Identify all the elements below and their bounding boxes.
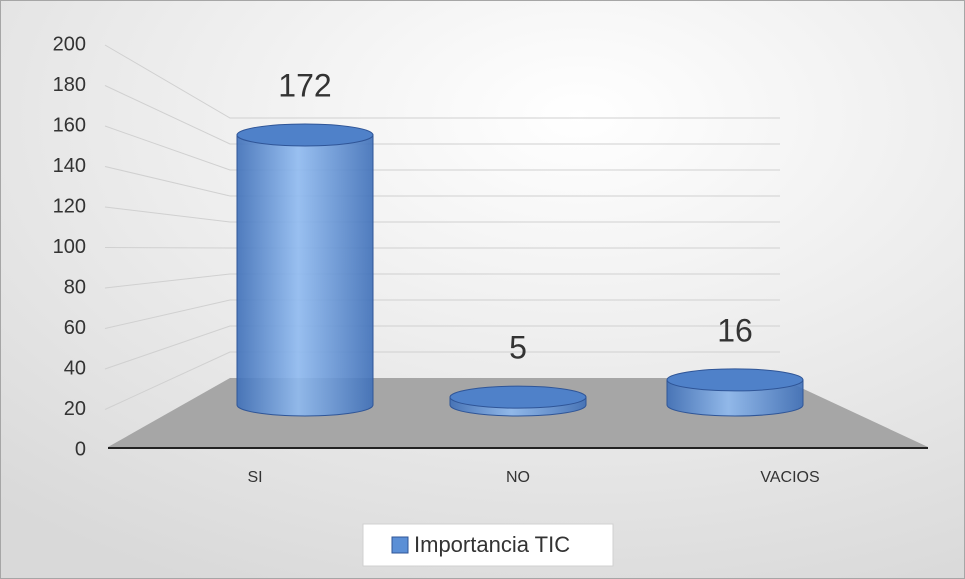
y-tick-label: 0 [75,438,86,460]
y-tick-label: 80 [64,276,86,298]
value-label: 5 [509,330,527,366]
x-tick-label: SI [247,469,262,486]
grid-line [104,206,780,223]
grid-line [104,85,780,145]
y-tick-label: 100 [53,236,86,258]
y-tick-label: 120 [53,195,86,217]
y-tick-label: 180 [53,74,86,96]
legend-swatch [391,536,409,554]
y-tick-label: 60 [64,317,86,339]
grid-line [104,299,780,329]
grid-line [104,325,780,370]
grid-line [104,247,780,249]
value-label: 172 [278,67,331,103]
grid-line [104,166,780,197]
y-tick-label: 160 [53,114,86,136]
grid-line [104,351,780,410]
y-tick-label: 20 [64,398,86,420]
y-tick-label: 200 [53,33,86,55]
cylinder-top [449,385,587,409]
grid-line [104,44,780,119]
legend-label: Importancia TIC [414,532,570,557]
cylinder-top [236,123,374,147]
cylinder-top [666,368,804,392]
y-tick-label: 140 [53,155,86,177]
grid-line [104,273,780,289]
y-tick-label: 40 [64,357,86,379]
x-tick-label: NO [506,469,530,486]
grid-line [104,125,780,171]
value-label: 16 [717,312,753,348]
x-tick-label: VACIOS [760,469,819,486]
cylinder [236,134,374,417]
